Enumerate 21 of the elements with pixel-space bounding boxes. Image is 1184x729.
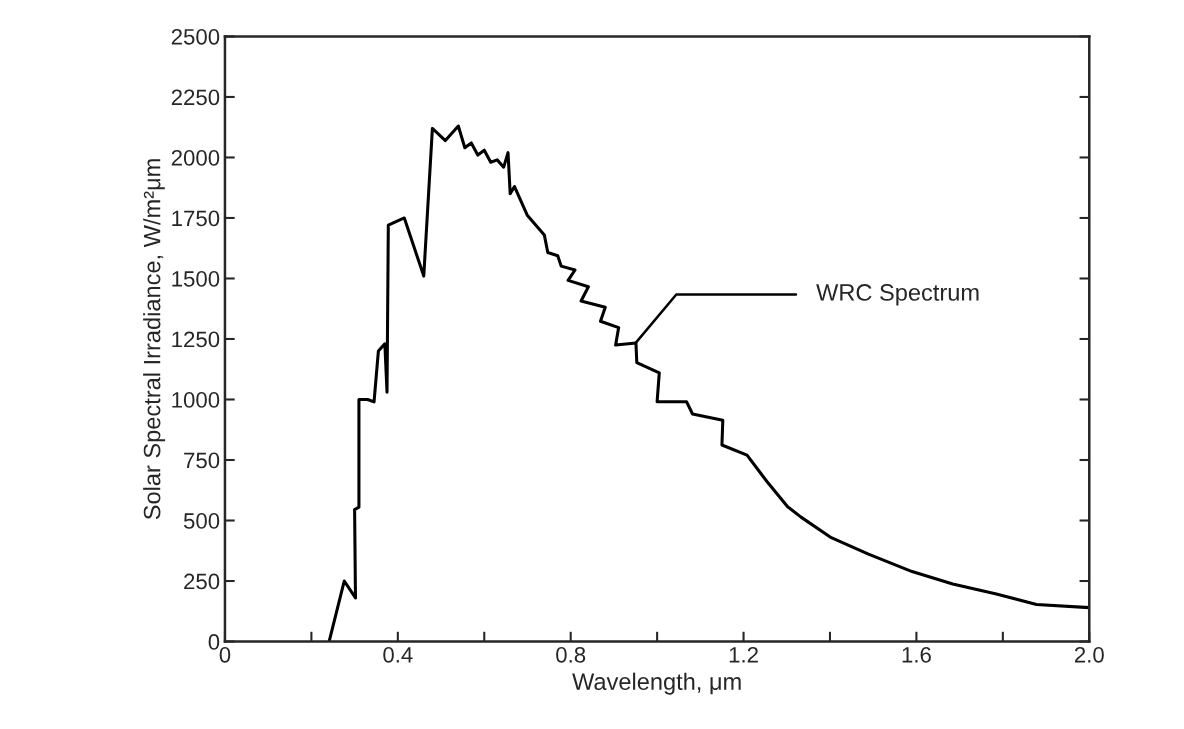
x-tick-label: 0 [219, 646, 231, 663]
y-tick-label: 1250 [172, 331, 220, 348]
x-tick-label: 0.4 [383, 646, 413, 663]
y-tick-label: 250 [184, 573, 220, 590]
x-tick-label: 1.6 [902, 646, 931, 663]
x-axis-title: Wavelength, μm [572, 672, 741, 695]
x-tick-label: 0.8 [556, 646, 586, 663]
x-tick-label: 2.0 [1074, 646, 1104, 663]
y-tick-label: 0 [208, 634, 220, 650]
y-tick-label: 1000 [172, 392, 220, 408]
x-tick-label: 1.2 [729, 646, 758, 663]
y-tick-label: 1500 [172, 271, 220, 287]
y-tick-label: 1750 [172, 210, 220, 227]
y-tick-label: 2250 [171, 89, 220, 106]
y-tick-label: 2500 [171, 28, 220, 45]
line-series [327, 124, 1090, 642]
y-axis-title: Solar Spectral Irradiance, W/m²μm [143, 159, 166, 520]
y-tick-label: 500 [183, 513, 220, 529]
annotation: WRC Spectrum [816, 284, 979, 306]
y-tick-label: 750 [184, 452, 220, 469]
y-tick-label: 2000 [171, 150, 220, 166]
